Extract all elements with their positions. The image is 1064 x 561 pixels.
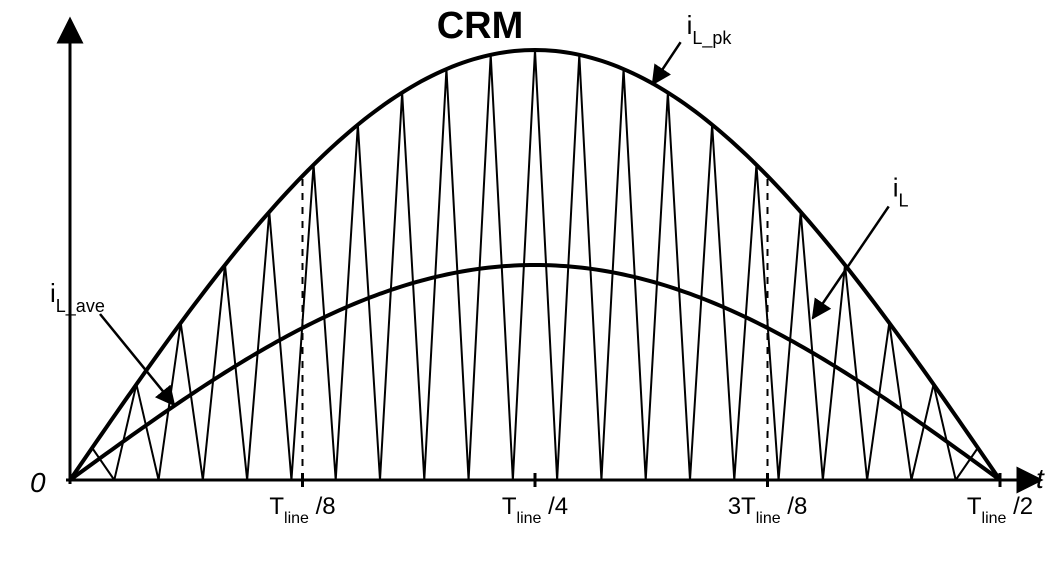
svg-text:Tline /2: Tline /2 (967, 493, 1033, 527)
dashed-verticals (303, 176, 768, 480)
svg-text:iL_ave: iL_ave (50, 278, 105, 317)
svg-text:Tline /8: Tline /8 (269, 493, 335, 527)
svg-text:iL_pk: iL_pk (687, 10, 733, 49)
svg-text:Tline /4: Tline /4 (502, 493, 568, 527)
iL-average-envelope (70, 265, 1000, 480)
axes (66, 30, 1030, 484)
x-axis-variable: t (1036, 463, 1045, 494)
origin-label: 0 (30, 467, 46, 498)
svg-text:iL: iL (893, 172, 909, 210)
annotations: iL_pk iL iL_ave (50, 10, 908, 405)
svg-text:3Tline /8: 3Tline /8 (728, 493, 808, 527)
crm-waveform-chart: CRM Tline /8Tline /43Tline /8Tline /2 0 … (0, 0, 1064, 561)
chart-title: CRM (437, 5, 524, 47)
